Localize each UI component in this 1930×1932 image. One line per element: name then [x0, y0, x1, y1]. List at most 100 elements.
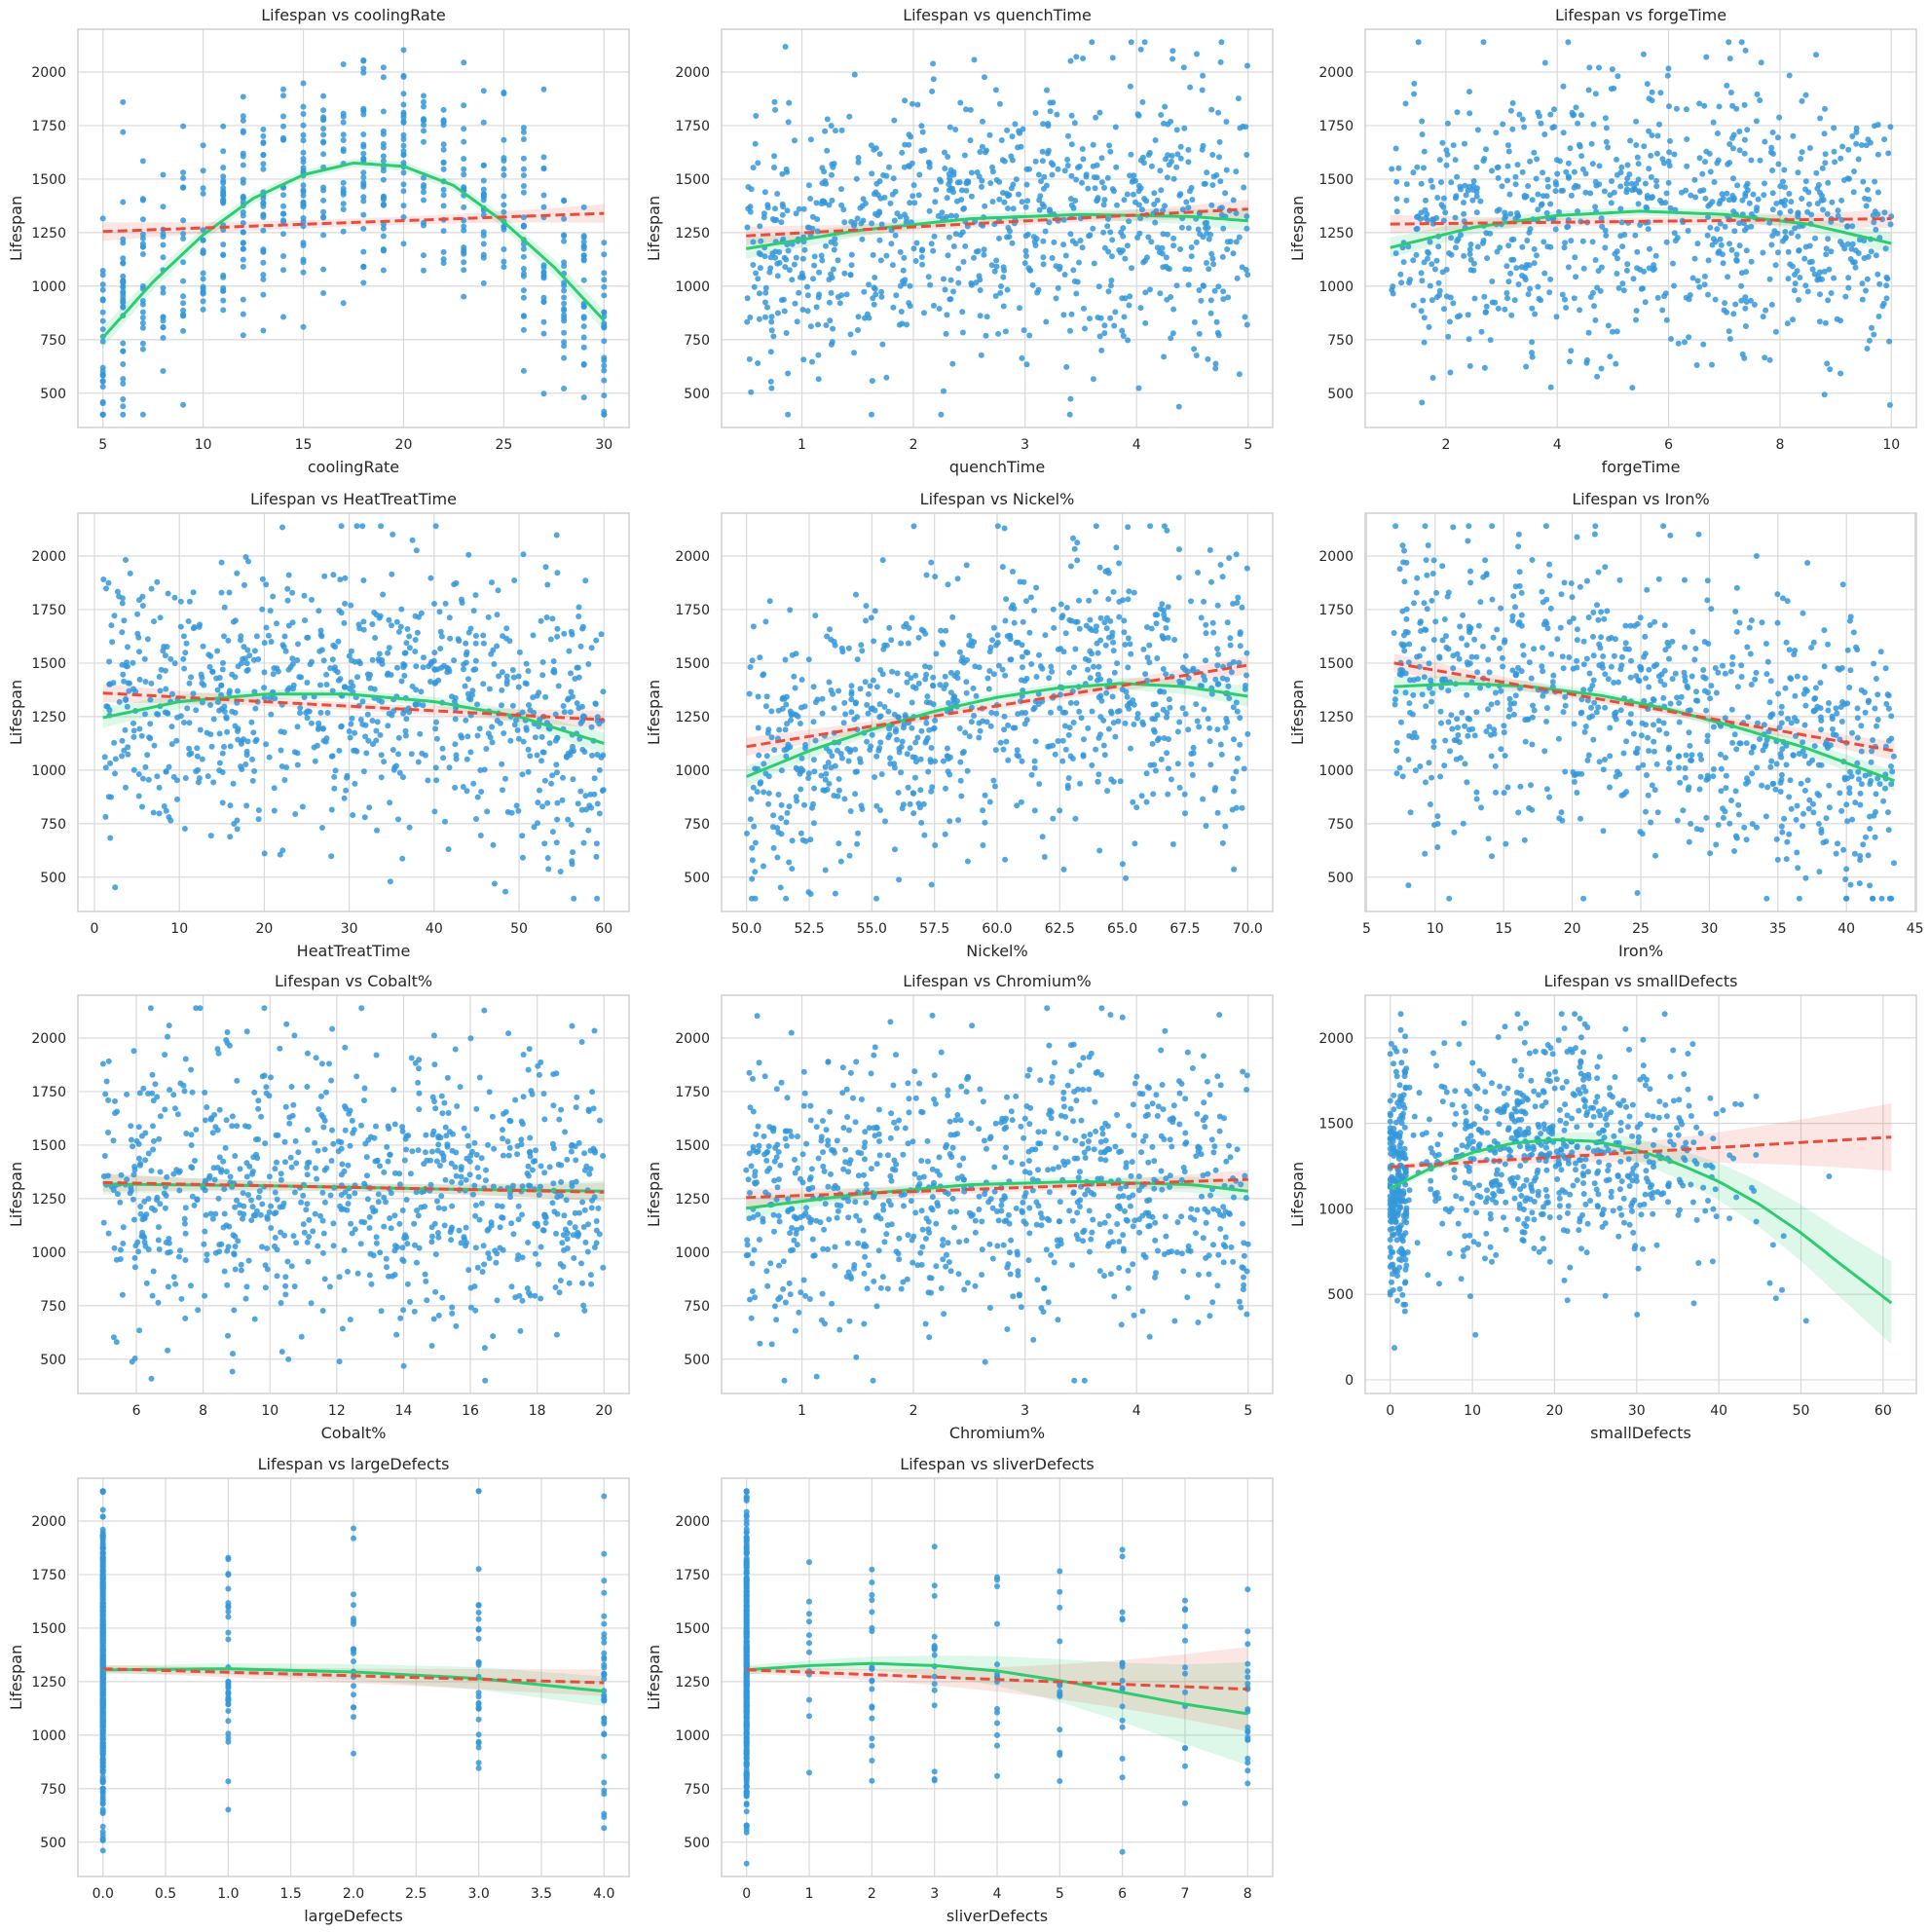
- data-point: [1882, 785, 1888, 792]
- data-point: [1774, 134, 1781, 141]
- data-point: [1398, 719, 1404, 725]
- data-point: [1672, 670, 1679, 677]
- data-point: [1819, 193, 1825, 199]
- data-point: [1017, 305, 1022, 312]
- data-point: [1069, 238, 1076, 244]
- data-point: [749, 844, 756, 851]
- data-point: [525, 746, 532, 753]
- data-point: [181, 720, 187, 725]
- data-point: [400, 664, 407, 671]
- data-point: [1589, 161, 1596, 167]
- data-point: [200, 290, 206, 297]
- data-point: [749, 657, 756, 664]
- data-point: [1864, 346, 1871, 352]
- data-point: [1140, 160, 1147, 167]
- data-point: [1129, 265, 1134, 272]
- data-point: [510, 674, 517, 681]
- data-point: [932, 758, 939, 764]
- data-point: [1828, 290, 1835, 296]
- data-point: [1527, 285, 1534, 292]
- data-point: [380, 267, 387, 274]
- data-point: [1243, 225, 1250, 232]
- data-point: [1779, 829, 1786, 836]
- data-point: [1021, 678, 1028, 685]
- data-point: [1720, 662, 1726, 669]
- data-point: [1814, 201, 1821, 206]
- data-point: [1665, 746, 1672, 753]
- data-point: [807, 196, 814, 202]
- data-point: [565, 750, 572, 757]
- data-point: [151, 618, 157, 625]
- data-point: [544, 855, 551, 861]
- data-point: [1217, 741, 1224, 748]
- data-point: [1141, 39, 1148, 46]
- data-point: [910, 523, 917, 530]
- data-point: [1026, 332, 1033, 339]
- data-point: [1726, 336, 1733, 342]
- data-point: [360, 107, 367, 114]
- data-point: [1854, 734, 1861, 741]
- data-point: [270, 671, 277, 678]
- data-point: [883, 252, 890, 259]
- data-point: [1405, 243, 1412, 250]
- data-point: [369, 656, 376, 663]
- data-point: [1208, 250, 1215, 257]
- y-tick-label: 1250: [31, 710, 66, 725]
- data-point: [219, 750, 226, 757]
- data-point: [1561, 244, 1568, 251]
- data-point: [1823, 251, 1830, 258]
- data-point: [1646, 128, 1652, 134]
- data-point: [915, 192, 922, 199]
- data-point: [848, 262, 855, 269]
- data-point: [1663, 190, 1670, 197]
- data-point: [480, 177, 487, 184]
- data-point: [1233, 699, 1240, 706]
- data-point: [894, 210, 901, 217]
- data-point: [1117, 778, 1124, 785]
- data-point: [389, 571, 395, 577]
- data-point: [463, 651, 469, 658]
- data-point: [1797, 275, 1803, 280]
- data-point: [240, 311, 246, 317]
- y-tick-label: 1250: [31, 226, 66, 242]
- data-point: [1634, 248, 1641, 255]
- data-point: [156, 674, 163, 680]
- data-point: [1856, 237, 1863, 243]
- data-point: [1187, 84, 1194, 91]
- subplot-title: Lifespan vs Nickel%: [920, 490, 1075, 508]
- data-point: [1538, 120, 1544, 127]
- data-point: [1795, 233, 1801, 240]
- data-point: [354, 674, 360, 681]
- data-point: [366, 804, 373, 811]
- data-point: [1243, 565, 1250, 572]
- data-point: [190, 589, 197, 596]
- data-point: [1489, 279, 1496, 284]
- data-point: [1226, 555, 1233, 561]
- data-point: [930, 683, 937, 689]
- data-point: [105, 794, 112, 800]
- data-point: [577, 788, 584, 795]
- data-point: [1571, 168, 1577, 175]
- data-point: [891, 217, 898, 224]
- data-point: [356, 660, 363, 667]
- data-point: [879, 671, 886, 678]
- data-point: [872, 291, 879, 298]
- data-point: [1206, 724, 1213, 731]
- data-point: [1058, 614, 1065, 621]
- data-point: [1768, 144, 1775, 151]
- data-point: [1090, 141, 1096, 148]
- data-point: [1784, 320, 1791, 327]
- data-point: [1774, 619, 1781, 626]
- data-point: [996, 196, 1003, 203]
- data-point: [1709, 199, 1716, 205]
- data-point: [1608, 200, 1615, 206]
- data-point: [139, 197, 146, 204]
- data-point: [1036, 781, 1043, 787]
- data-point: [851, 71, 858, 78]
- data-point: [1510, 256, 1517, 263]
- data-point: [1776, 209, 1783, 216]
- data-point: [761, 253, 768, 260]
- data-point: [928, 241, 935, 247]
- data-point: [1518, 264, 1525, 271]
- data-point: [1663, 730, 1670, 737]
